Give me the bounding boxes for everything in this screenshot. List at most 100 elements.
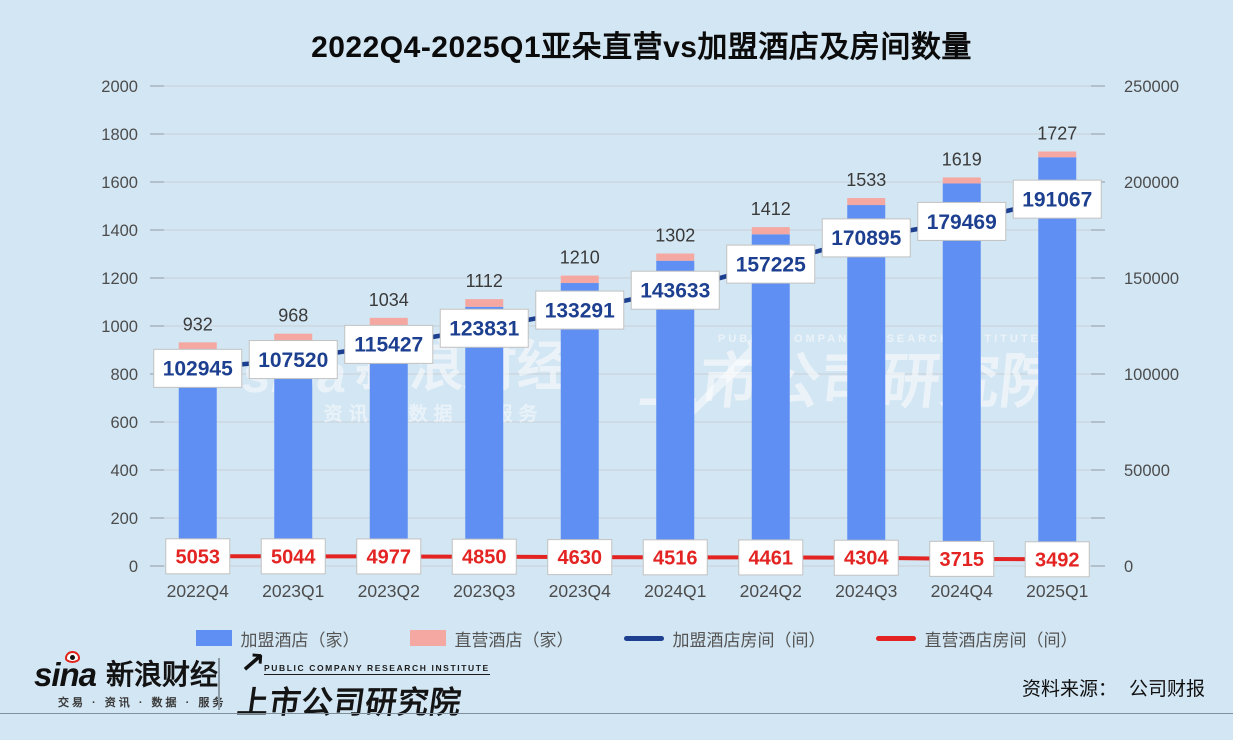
svg-text:133291: 133291 [545,299,615,322]
svg-text:1200: 1200 [101,270,138,288]
sina-finance-logo: sina 新浪财经 交易 · 资讯 · 数据 · 服务 [34,651,227,710]
legend-item-direct-rooms[interactable]: 直营酒店房间（间） [875,626,1078,651]
line-data-labels: 102945 107520 115427 123831 133291 143633 1572… [153,179,1102,578]
x-axis-label: 2024Q1 [644,581,706,601]
combo-chart: 0 200 400 600 800 1000 1200 1400 1600 1800 2000 0 50… [101,78,1179,601]
legend-label: 直营酒店房间（间） [924,630,1078,650]
hotel-bars: 932 968 1034 1112 1210 1302 1412 1533 1619 1727 [178,124,1077,567]
svg-text:102945: 102945 [163,358,233,381]
x-axis-labels: 2022Q4 2023Q1 2023Q2 2023Q3 2023Q4 2024Q1 2024… [167,581,1089,601]
data-label-box: 5044 [260,538,326,575]
legend-item-direct-hotels[interactable]: 直营酒店（家） [409,626,574,651]
franchise-bar-segment [465,306,504,566]
svg-text:4630: 4630 [558,547,603,569]
bar-2024Q1: 1302 [655,226,695,566]
source-value: 公司财报 [1128,679,1205,700]
bar-total-label: 1412 [751,199,791,219]
legend-item-franchise-rooms[interactable]: 加盟酒店房间（间） [623,626,826,651]
data-label-box: 4304 [833,539,899,576]
data-label-box: 4977 [356,538,422,575]
direct-rooms-line-icon [875,635,916,641]
direct-bar-segment [1038,151,1077,158]
x-axis-label: 2024Q4 [931,581,994,601]
data-label-box: 123831 [439,308,529,348]
franchise-bar-segment [1038,157,1077,566]
svg-text:2000: 2000 [101,78,138,96]
svg-text:5044: 5044 [271,546,316,568]
data-label-box: 4850 [451,538,517,575]
direct-hotels-swatch-icon [409,630,446,646]
room-lines [195,196,1060,562]
legend-item-franchise-hotels[interactable]: 加盟酒店（家） [195,626,360,651]
data-label-box: 157225 [726,244,816,284]
data-label-box: 115427 [344,324,434,364]
x-axis-label: 2023Q1 [262,581,324,601]
bar-2024Q4: 1619 [942,149,982,566]
svg-text:4304: 4304 [844,548,889,570]
franchise-bar-segment [656,260,695,566]
svg-text:· 资讯 · 数据 · 服务: · 资讯 · 数据 · 服务 [300,402,543,425]
direct-bar-segment [560,275,599,284]
svg-text:400: 400 [110,462,138,480]
franchise-bar-segment [847,205,886,567]
direct-bar-segment [751,227,790,235]
svg-text:250000: 250000 [1124,78,1179,96]
sina-brand-text: 新浪财经 [106,659,219,690]
data-label-box: 4516 [642,539,708,576]
data-label-box: 191067 [1012,179,1102,219]
svg-text:3715: 3715 [940,549,985,571]
data-label-box: 3492 [1024,541,1090,578]
data-label-box: 143633 [630,270,720,310]
footer-rule [0,713,1233,714]
bar-2023Q1: 968 [274,306,313,566]
legend-label: 直营酒店（家） [454,630,574,650]
svg-text:50000: 50000 [1124,462,1170,480]
data-label-box: 107520 [248,340,338,380]
direct-bar-segment [274,333,313,342]
franchise-rooms-line [195,196,1060,371]
direct-rooms-line [195,554,1060,562]
franchise-rooms-line-icon [623,635,664,641]
svg-text:1800: 1800 [101,126,138,144]
bar-total-label: 932 [183,314,213,334]
svg-text:200000: 200000 [1124,174,1179,192]
x-axis-label: 2024Q3 [835,581,897,601]
data-label-box: 4630 [547,539,613,576]
svg-text:3492: 3492 [1035,549,1080,571]
pcri-english-text: PUBLIC COMPANY RESEARCH INSTITUTE [264,663,490,675]
franchise-bar-segment [751,234,790,566]
svg-text:4850: 4850 [462,547,507,569]
svg-text:4516: 4516 [653,547,698,569]
direct-bar-segment [465,299,504,307]
chart-title: 2022Q4-2025Q1亚朵直营vs加盟酒店及房间数量 [311,31,972,64]
footer: sina 新浪财经 交易 · 资讯 · 数据 · 服务 ↗ PUBLIC COM… [0,646,1233,720]
legend-label: 加盟酒店房间（间） [672,630,826,650]
svg-text:179469: 179469 [927,211,997,234]
left-axis-labels: 0 200 400 600 800 1000 1200 1400 1600 1800 2000 [101,78,138,576]
direct-bar-segment [178,342,217,351]
bar-2023Q4: 1210 [560,248,600,566]
svg-text:600: 600 [110,414,138,432]
data-label-box: 3715 [929,540,995,577]
bar-2024Q3: 1533 [846,170,886,567]
bar-2023Q2: 1034 [369,290,409,566]
svg-text:191067: 191067 [1022,189,1092,212]
franchise-hotels-swatch-icon [195,630,232,646]
svg-text:107520: 107520 [258,349,328,372]
footer-divider [218,658,220,710]
data-source: 资料来源： 公司财报 [1022,674,1205,701]
chart-legend: 加盟酒店（家） 直营酒店（家） 加盟酒店房间（间） 直营酒店房间（间） [0,622,1233,654]
franchise-bar-segment [560,283,599,566]
data-label-box: 133291 [535,290,625,330]
source-label: 资料来源： [1021,679,1117,700]
bar-total-label: 1302 [655,226,695,246]
bar-total-label: 1533 [846,170,886,190]
svg-text:123831: 123831 [449,318,519,341]
svg-text:200: 200 [110,510,138,528]
right-axis-labels: 0 50000 100000 150000 200000 250000 [1124,78,1179,576]
bar-total-label: 1727 [1037,124,1077,144]
sina-tagline: 交易 · 资讯 · 数据 · 服务 [58,697,227,709]
franchise-bar-segment [274,341,313,566]
svg-text:150000: 150000 [1124,270,1179,288]
bar-total-label: 1112 [466,271,503,291]
